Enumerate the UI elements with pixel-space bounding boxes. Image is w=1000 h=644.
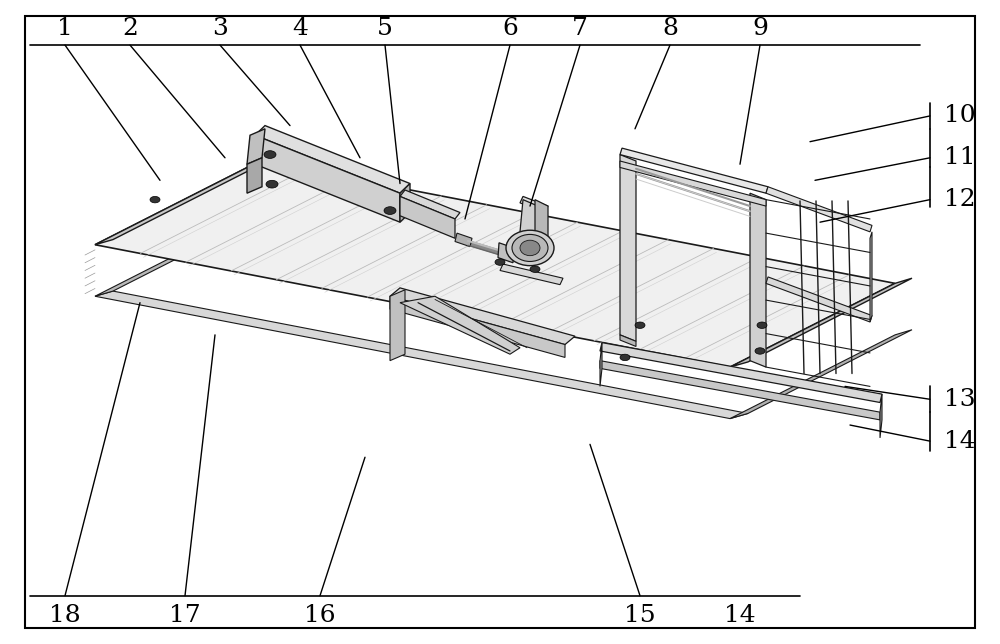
Polygon shape — [620, 335, 636, 346]
Circle shape — [384, 207, 396, 214]
Polygon shape — [247, 158, 262, 193]
Polygon shape — [400, 184, 410, 222]
Text: 15: 15 — [624, 603, 656, 627]
Text: 16: 16 — [304, 603, 336, 627]
Polygon shape — [400, 190, 460, 219]
Polygon shape — [750, 193, 766, 367]
Ellipse shape — [520, 240, 540, 256]
Polygon shape — [400, 196, 455, 238]
Text: 14: 14 — [724, 603, 756, 627]
Ellipse shape — [512, 234, 548, 261]
Polygon shape — [766, 277, 872, 322]
Polygon shape — [600, 343, 882, 402]
Text: 18: 18 — [49, 603, 81, 627]
Circle shape — [757, 322, 767, 328]
Text: 5: 5 — [377, 17, 393, 41]
Polygon shape — [95, 291, 748, 419]
Polygon shape — [247, 129, 265, 164]
Text: 7: 7 — [572, 17, 588, 41]
Text: 14: 14 — [944, 430, 976, 453]
Polygon shape — [255, 126, 410, 193]
Text: 13: 13 — [944, 388, 976, 411]
Polygon shape — [500, 264, 563, 285]
Text: 2: 2 — [122, 17, 138, 41]
Text: 6: 6 — [502, 17, 518, 41]
Circle shape — [495, 259, 505, 265]
Polygon shape — [766, 187, 872, 232]
Text: 12: 12 — [944, 188, 976, 211]
Text: 8: 8 — [662, 17, 678, 41]
Circle shape — [635, 322, 645, 328]
Text: 9: 9 — [752, 17, 768, 41]
Circle shape — [620, 354, 630, 361]
Polygon shape — [498, 243, 514, 263]
Circle shape — [264, 151, 276, 158]
Polygon shape — [535, 200, 548, 245]
Polygon shape — [455, 233, 472, 247]
Text: 1: 1 — [57, 17, 73, 41]
Circle shape — [266, 180, 278, 188]
Circle shape — [530, 266, 540, 272]
Polygon shape — [620, 155, 636, 341]
Polygon shape — [880, 394, 882, 438]
Text: 11: 11 — [944, 146, 976, 169]
Polygon shape — [400, 296, 520, 354]
Text: 3: 3 — [212, 17, 228, 41]
Ellipse shape — [506, 231, 554, 265]
Circle shape — [150, 196, 160, 203]
Polygon shape — [600, 361, 880, 420]
Polygon shape — [620, 148, 768, 193]
Text: 17: 17 — [169, 603, 201, 627]
Polygon shape — [620, 161, 766, 206]
Polygon shape — [520, 200, 538, 238]
Polygon shape — [95, 156, 278, 245]
Polygon shape — [390, 296, 565, 357]
Polygon shape — [390, 290, 405, 361]
Polygon shape — [390, 288, 575, 345]
Circle shape — [755, 348, 765, 354]
Polygon shape — [870, 232, 872, 322]
Polygon shape — [520, 196, 548, 213]
Polygon shape — [730, 330, 912, 419]
Polygon shape — [95, 161, 895, 367]
Polygon shape — [730, 278, 912, 367]
Polygon shape — [255, 135, 400, 222]
Text: 10: 10 — [944, 104, 976, 128]
Text: 4: 4 — [292, 17, 308, 41]
Polygon shape — [600, 343, 602, 386]
Polygon shape — [95, 207, 278, 296]
